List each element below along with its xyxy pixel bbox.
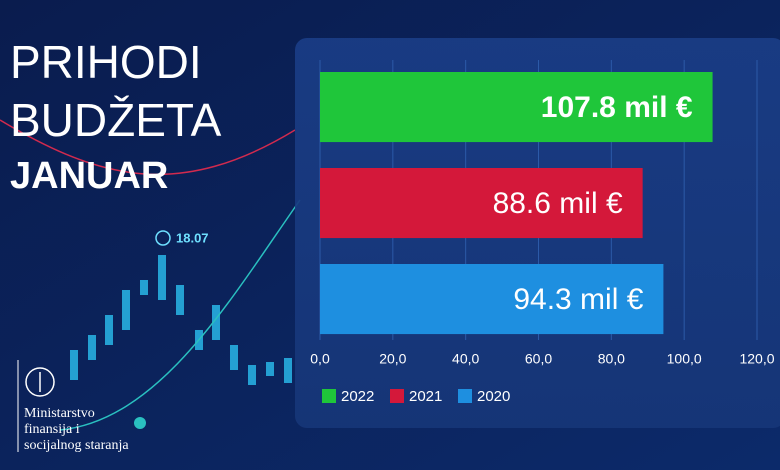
value-label: 88.6 mil € [493, 187, 623, 220]
legend-swatch [390, 389, 404, 403]
x-tick-label: 120,0 [739, 351, 774, 367]
bar [320, 168, 643, 239]
logo [25, 367, 55, 397]
decor-dot [134, 417, 146, 429]
decor-line [59, 199, 301, 431]
ministry-name: socijalnog staranja [24, 438, 129, 453]
legend-label: 2020 [477, 388, 510, 405]
value-label: 94.3 mil € [513, 283, 643, 316]
x-tick-label: 0,0 [310, 351, 330, 367]
bar [320, 264, 664, 335]
decor-line [0, 119, 296, 176]
legend-label: 2021 [409, 388, 442, 405]
title-line: PRIHODI [10, 36, 202, 88]
x-tick-label: 80,0 [598, 351, 625, 367]
annotation-icon [155, 230, 171, 246]
bar [320, 72, 713, 143]
ministry-name: Ministarstvo [24, 406, 95, 421]
title-line: JANUAR [10, 155, 168, 197]
x-tick-label: 40,0 [452, 351, 479, 367]
legend-label: 2022 [341, 388, 374, 405]
legend-swatch [458, 389, 472, 403]
x-tick-label: 20,0 [379, 351, 406, 367]
value-label: 107.8 mil € [541, 91, 693, 124]
x-tick-label: 100,0 [667, 351, 702, 367]
title-line: BUDŽETA [10, 94, 222, 146]
ministry-name: finansija i [24, 422, 80, 437]
x-tick-label: 60,0 [525, 351, 552, 367]
annotation: 18.07 [176, 230, 209, 245]
legend-swatch [322, 389, 336, 403]
